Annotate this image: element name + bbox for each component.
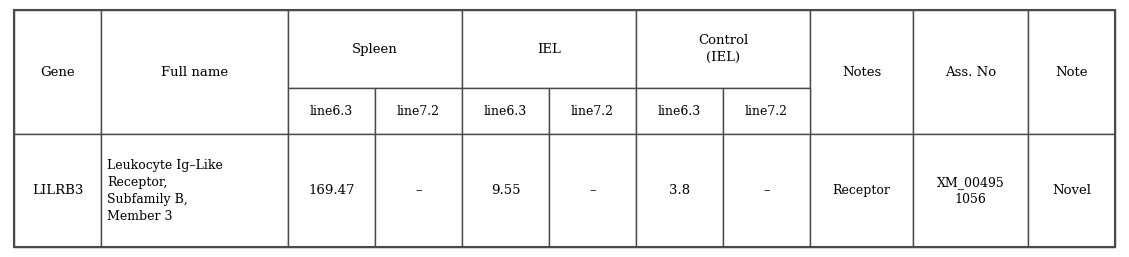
Bar — [288, 88, 375, 134]
Bar — [288, 134, 375, 247]
Bar — [1029, 10, 1115, 134]
Bar — [723, 88, 809, 134]
Text: Receptor: Receptor — [832, 184, 891, 197]
Text: –: – — [415, 184, 422, 197]
Text: Control
(IEL): Control (IEL) — [698, 34, 749, 64]
Text: 169.47: 169.47 — [308, 184, 355, 197]
Text: 9.55: 9.55 — [491, 184, 520, 197]
Bar — [375, 134, 462, 247]
Bar — [462, 88, 549, 134]
Text: Ass. No: Ass. No — [945, 66, 996, 79]
Bar — [549, 88, 636, 134]
Text: Gene: Gene — [41, 66, 75, 79]
Text: –: – — [763, 184, 770, 197]
Text: –: – — [589, 184, 596, 197]
Text: line7.2: line7.2 — [571, 105, 614, 118]
Text: Spleen: Spleen — [352, 43, 397, 56]
Bar — [1029, 134, 1115, 247]
Text: Full name: Full name — [161, 66, 228, 79]
Text: line7.2: line7.2 — [397, 105, 440, 118]
Bar — [100, 10, 288, 134]
Bar — [462, 10, 636, 88]
Bar — [809, 134, 913, 247]
Bar — [288, 10, 462, 88]
Text: Notes: Notes — [842, 66, 881, 79]
Bar — [549, 134, 636, 247]
Text: IEL: IEL — [537, 43, 561, 56]
Bar — [809, 10, 913, 134]
Bar — [100, 134, 288, 247]
Text: line6.3: line6.3 — [309, 105, 353, 118]
Bar — [913, 10, 1029, 134]
Text: Leukocyte Ig–Like
Receptor,
Subfamily B,
Member 3: Leukocyte Ig–Like Receptor, Subfamily B,… — [107, 159, 222, 223]
Bar — [636, 88, 723, 134]
Bar — [14, 10, 100, 134]
Text: line7.2: line7.2 — [745, 105, 788, 118]
Bar — [723, 134, 809, 247]
Bar — [462, 134, 549, 247]
Text: line6.3: line6.3 — [484, 105, 527, 118]
Bar — [913, 134, 1029, 247]
Bar — [636, 10, 809, 88]
Text: Novel: Novel — [1052, 184, 1091, 197]
Text: line6.3: line6.3 — [658, 105, 701, 118]
Bar — [14, 134, 100, 247]
Bar — [375, 88, 462, 134]
Text: XM_00495
1056: XM_00495 1056 — [937, 176, 1005, 206]
Text: Note: Note — [1056, 66, 1087, 79]
Bar — [636, 134, 723, 247]
Text: 3.8: 3.8 — [668, 184, 690, 197]
Text: LILRB3: LILRB3 — [32, 184, 84, 197]
